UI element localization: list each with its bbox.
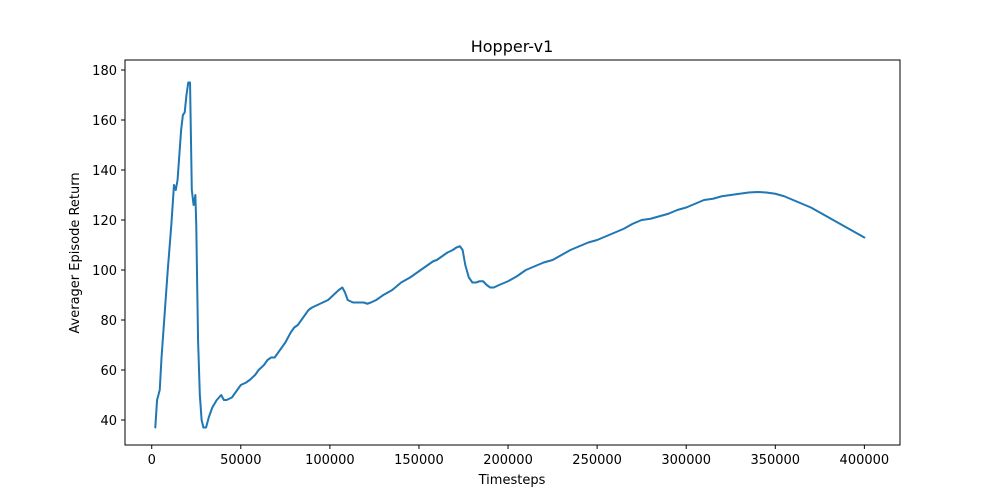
y-axis-label: Averager Episode Return <box>68 172 83 333</box>
y-tick-label: 80 <box>100 314 117 329</box>
x-tick-label: 300000 <box>661 453 711 468</box>
x-axis-label: Timesteps <box>478 473 546 488</box>
y-axis-ticks: 40 60 80 100 120 140 160 180 <box>92 64 125 429</box>
y-tick-label: 180 <box>92 64 117 79</box>
x-tick-label: 0 <box>148 453 156 468</box>
x-tick-label: 250000 <box>572 453 622 468</box>
series-line-0 <box>154 81 866 429</box>
x-tick-label: 150000 <box>394 453 444 468</box>
y-tick-label: 140 <box>92 164 117 179</box>
x-tick-label: 50000 <box>220 453 261 468</box>
y-tick-label: 60 <box>100 364 117 379</box>
axes-frame <box>124 59 901 446</box>
y-tick-label: 160 <box>92 114 117 129</box>
plot-area <box>124 59 901 446</box>
y-tick-label: 100 <box>92 264 117 279</box>
x-tick-label: 350000 <box>750 453 800 468</box>
y-tick-label: 120 <box>92 214 117 229</box>
x-axis-ticks: 0 50000 100000 150000 200000 250000 300000 3500… <box>148 445 890 468</box>
y-tick-label: 40 <box>100 414 117 429</box>
chart-title: Hopper-v1 <box>471 37 554 56</box>
x-tick-label: 100000 <box>305 453 355 468</box>
x-tick-label: 200000 <box>483 453 533 468</box>
x-tick-label: 400000 <box>840 453 890 468</box>
